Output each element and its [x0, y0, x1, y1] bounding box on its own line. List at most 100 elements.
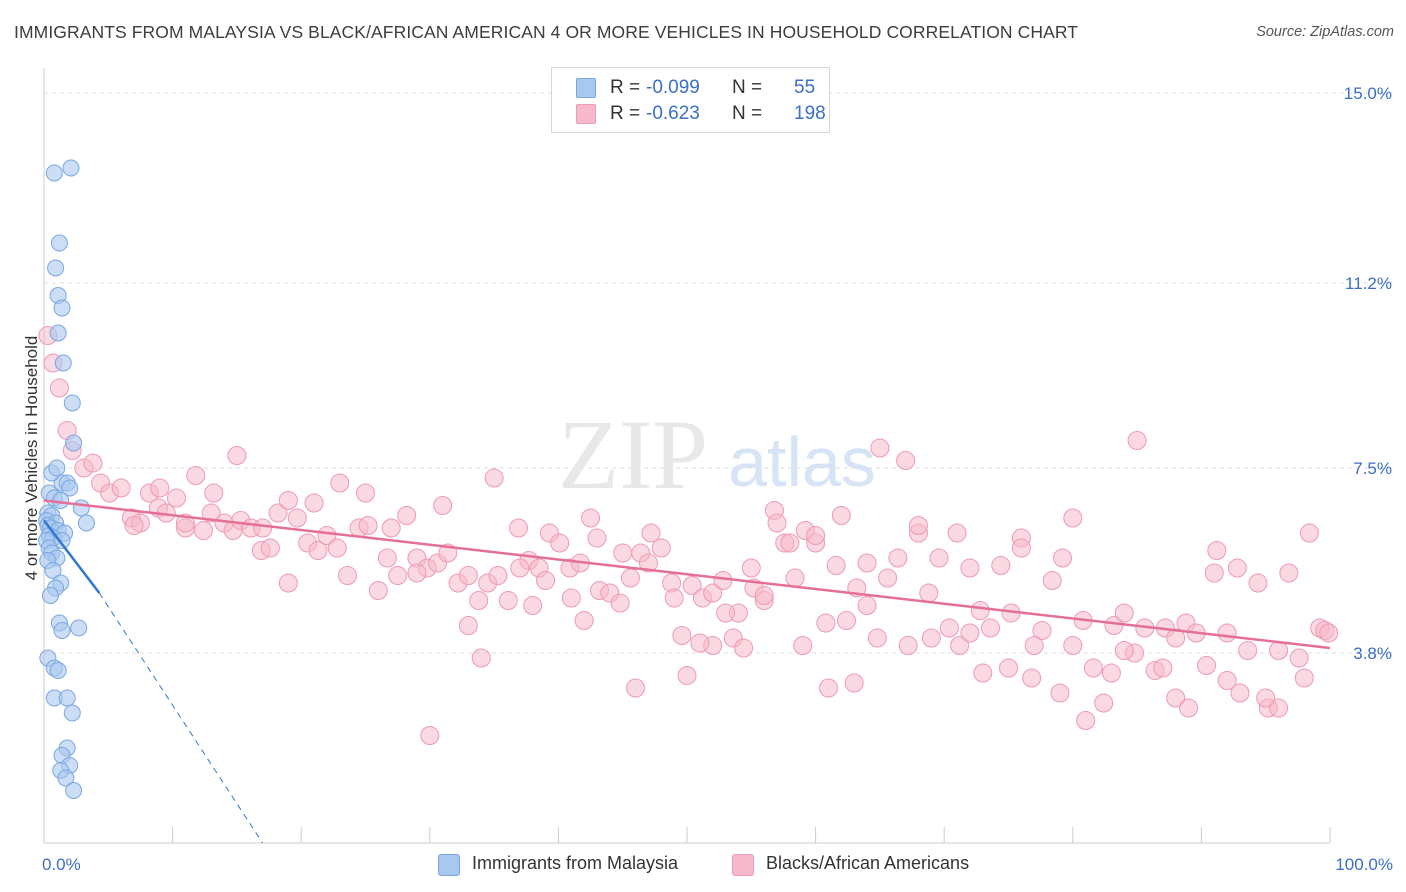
- x-tick-label: 100.0%: [1335, 855, 1393, 874]
- data-point-malaysia: [52, 492, 70, 509]
- data-point-black: [268, 503, 288, 523]
- data-point-black: [498, 591, 518, 610]
- data-point-black: [358, 516, 378, 535]
- data-point-black: [1269, 641, 1289, 660]
- data-point-black: [641, 523, 661, 543]
- data-point-black: [150, 478, 170, 498]
- data-point-black: [1319, 623, 1339, 643]
- trend-line-malaysia: [43, 519, 101, 594]
- data-point-black: [201, 503, 221, 523]
- data-point-black: [1207, 541, 1227, 560]
- data-point-black: [327, 538, 347, 558]
- data-point-black: [1053, 548, 1073, 568]
- y-tick-label: 3.8%: [1353, 644, 1392, 663]
- watermark-atlas: atlas: [728, 423, 876, 501]
- axes: [43, 68, 1331, 844]
- data-point-black: [857, 553, 877, 573]
- data-point-black: [960, 558, 980, 578]
- data-point-black: [785, 568, 805, 588]
- data-point-black: [960, 623, 980, 643]
- swatch-pink-icon: [576, 104, 596, 124]
- data-point-black: [651, 538, 671, 558]
- r-label: R =: [610, 103, 641, 124]
- data-point-black: [308, 541, 328, 560]
- data-point-black: [509, 518, 529, 538]
- data-point-black: [186, 466, 206, 485]
- data-point-black: [950, 636, 970, 655]
- data-point-black: [317, 526, 337, 545]
- data-point-black: [287, 508, 307, 528]
- data-point-black: [1063, 636, 1083, 655]
- data-point-black: [536, 571, 556, 590]
- legend-label: Blacks/African Americans: [766, 853, 970, 873]
- swatch-pink-icon: [732, 854, 754, 876]
- data-point-black: [49, 378, 69, 398]
- data-point-black: [734, 638, 754, 658]
- data-point-malaysia: [58, 689, 76, 707]
- data-point-black: [947, 523, 967, 543]
- data-point-black: [458, 616, 478, 635]
- data-point-black: [278, 573, 298, 593]
- data-point-black: [1179, 698, 1199, 718]
- data-point-black: [1166, 688, 1186, 708]
- data-point-black: [1042, 571, 1062, 590]
- swatch-blue-icon: [576, 78, 596, 98]
- data-point-black: [381, 518, 401, 538]
- tick-labels: 3.8% 7.5% 11.2% 15.0% 0.0% 100.0%: [42, 84, 1393, 874]
- data-point-black: [587, 528, 607, 548]
- data-point-black: [1153, 658, 1173, 678]
- data-point-black: [469, 591, 489, 610]
- data-point-black: [550, 533, 570, 553]
- data-point-black: [484, 468, 504, 488]
- data-point-black: [672, 626, 692, 645]
- data-point-black: [973, 663, 993, 683]
- data-point-black: [407, 563, 427, 583]
- data-point-black: [620, 568, 640, 588]
- data-point-malaysia: [50, 234, 68, 252]
- data-point-black: [664, 588, 684, 608]
- data-point-malaysia: [61, 479, 79, 497]
- data-point-malaysia: [65, 434, 83, 452]
- data-point-black: [260, 538, 280, 558]
- data-point-black: [1294, 668, 1314, 688]
- data-point-black: [1217, 671, 1237, 690]
- swatch-blue-icon: [438, 854, 460, 876]
- data-point-black: [510, 558, 530, 578]
- data-point-malaysia: [49, 662, 67, 679]
- data-point-black: [83, 453, 103, 473]
- data-point-black: [278, 491, 298, 510]
- data-point-black: [1289, 648, 1309, 668]
- data-point-black: [1101, 663, 1121, 683]
- data-point-malaysia: [47, 259, 65, 277]
- data-point-black: [111, 478, 131, 498]
- legend-label: Immigrants from Malaysia: [472, 853, 679, 873]
- data-point-black: [1299, 523, 1319, 543]
- data-point-black: [356, 483, 375, 503]
- data-point-malaysia: [63, 394, 81, 412]
- data-point-black: [1076, 711, 1096, 730]
- x-tick-label: 0.0%: [42, 855, 81, 874]
- n-label: N =: [732, 103, 763, 124]
- data-point-black: [1114, 641, 1134, 660]
- data-point-malaysia: [41, 587, 59, 604]
- series-legend: Immigrants from Malaysia Blacks/African …: [0, 852, 1406, 876]
- data-point-black: [898, 636, 918, 655]
- data-point-black: [488, 566, 508, 585]
- data-point-black: [1050, 683, 1070, 703]
- n-value: 55: [794, 77, 816, 98]
- data-point-black: [741, 558, 761, 578]
- data-point-black: [1094, 693, 1114, 713]
- data-point-black: [999, 658, 1018, 678]
- series-blacks-african-americans: [38, 326, 1339, 745]
- data-point-black: [1022, 668, 1042, 688]
- data-point-malaysia: [53, 532, 71, 549]
- chart-title: IMMIGRANTS FROM MALAYSIA VS BLACK/AFRICA…: [14, 22, 1079, 42]
- watermark-zip: ZIP: [558, 399, 708, 510]
- data-point-black: [368, 581, 388, 600]
- data-point-black: [844, 673, 864, 693]
- data-point-malaysia: [65, 782, 83, 799]
- data-point-black: [716, 603, 736, 623]
- data-point-black: [780, 533, 800, 553]
- trend-line-black: [43, 499, 1331, 650]
